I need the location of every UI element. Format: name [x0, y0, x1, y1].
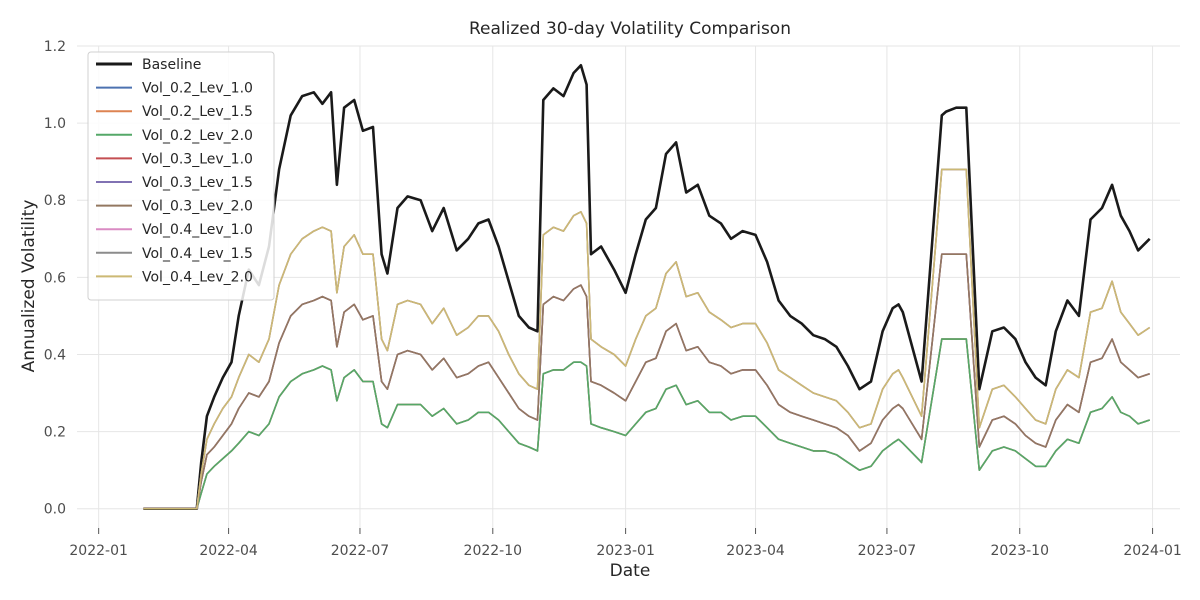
- x-tick-label: 2022-07: [331, 543, 390, 559]
- legend-box: [87, 51, 275, 301]
- x-tick-label: 2022-01: [69, 543, 128, 559]
- x-axis-label: Date: [610, 561, 651, 581]
- legend-label: Vol_0.2_Lev_1.0: [142, 81, 253, 97]
- y-tick-label: 1.2: [44, 39, 66, 55]
- y-tick-label: 1.0: [44, 116, 66, 132]
- x-tick-label: 2023-10: [990, 543, 1049, 559]
- y-axis-label: Annualized Volatility: [19, 200, 39, 373]
- legend-label: Vol_0.4_Lev_2.0: [142, 269, 253, 285]
- legend: Baseline Vol_0.2_Lev_1.0 Vol_0.2_Lev_1.5 Vo…: [87, 51, 275, 301]
- x-tick-label: 2023-04: [726, 543, 785, 559]
- legend-label: Vol_0.4_Lev_1.0: [142, 222, 253, 238]
- axis-ticks: 0.0 0.2 0.4 0.6 0.8 1.0 1.2 2022-01 2022-04 2022-…: [44, 39, 1182, 559]
- legend-label: Vol_0.3_Lev_2.0: [142, 199, 253, 215]
- x-tick-label: 2024-01: [1123, 543, 1182, 559]
- x-tick-label: 2022-04: [199, 543, 258, 559]
- series-line-vol-0-2-lev-2-0: [143, 338, 1150, 510]
- legend-label: Vol_0.4_Lev_1.5: [142, 246, 253, 262]
- y-tick-label: 0.4: [44, 347, 66, 363]
- x-tick-label: 2023-01: [596, 543, 655, 559]
- legend-label: Vol_0.2_Lev_2.0: [142, 128, 253, 144]
- legend-label: Vol_0.3_Lev_1.5: [142, 175, 253, 191]
- legend-label: Vol_0.2_Lev_1.5: [142, 104, 253, 120]
- x-tick-label: 2023-07: [858, 543, 917, 559]
- legend-label: Vol_0.3_Lev_1.0: [142, 151, 253, 167]
- series-line-vol-0-3-lev-2-0: [143, 253, 1150, 510]
- y-tick-label: 0.0: [44, 502, 66, 518]
- series-lines: [143, 64, 1151, 511]
- legend-label: Baseline: [142, 57, 201, 73]
- y-tick-label: 0.8: [44, 193, 66, 209]
- series-line-baseline: [143, 64, 1151, 511]
- y-tick-label: 0.6: [44, 270, 66, 286]
- chart-title: Realized 30-day Volatility Comparison: [469, 19, 791, 39]
- series-line-vol-0-4-lev-2-0: [143, 168, 1151, 510]
- y-tick-label: 0.2: [44, 425, 66, 441]
- x-tick-label: 2022-10: [464, 543, 523, 559]
